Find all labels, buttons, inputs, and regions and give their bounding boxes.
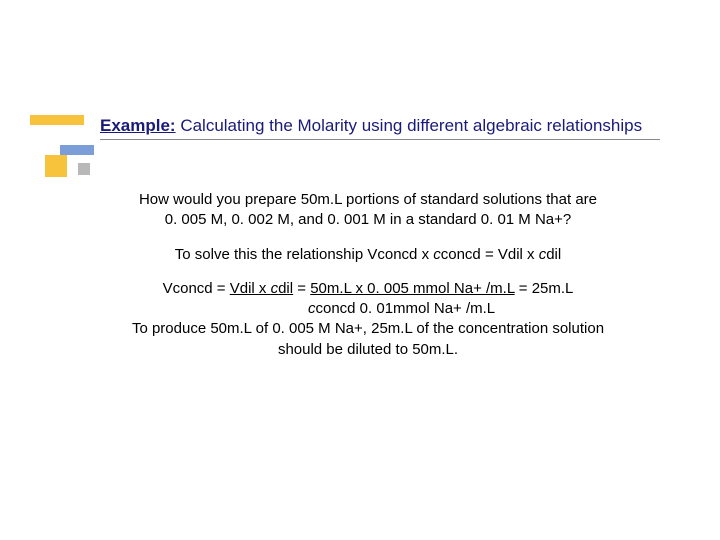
decoration-bar <box>60 145 94 155</box>
relationship-line: To solve this the relationship Vconcd x … <box>78 245 658 265</box>
title-text: Calculating the Molarity using different… <box>176 116 643 135</box>
title-label: Example: <box>100 116 176 135</box>
decoration-bar <box>30 115 84 125</box>
slide-body: How would you prepare 50m.L portions of … <box>78 190 658 360</box>
decoration-square <box>45 155 67 177</box>
question-line: How would you prepare 50m.L portions of … <box>78 190 658 210</box>
slide-title: Example: Calculating the Molarity using … <box>100 115 660 140</box>
decoration-square <box>78 163 90 175</box>
corner-decoration <box>30 115 88 175</box>
conclusion-line: To produce 50m.L of 0. 005 M Na+, 25m.L … <box>78 319 658 339</box>
question-line: 0. 005 M, 0. 002 M, and 0. 001 M in a st… <box>78 210 658 230</box>
equation-line: Vconcd = cconcd 0. 01mmol Na+ /m.L <box>78 299 658 319</box>
conclusion-line: should be diluted to 50m.L. <box>78 340 658 360</box>
equation-line: Vconcd = Vdil x cdil = 50m.L x 0. 005 mm… <box>78 279 658 299</box>
